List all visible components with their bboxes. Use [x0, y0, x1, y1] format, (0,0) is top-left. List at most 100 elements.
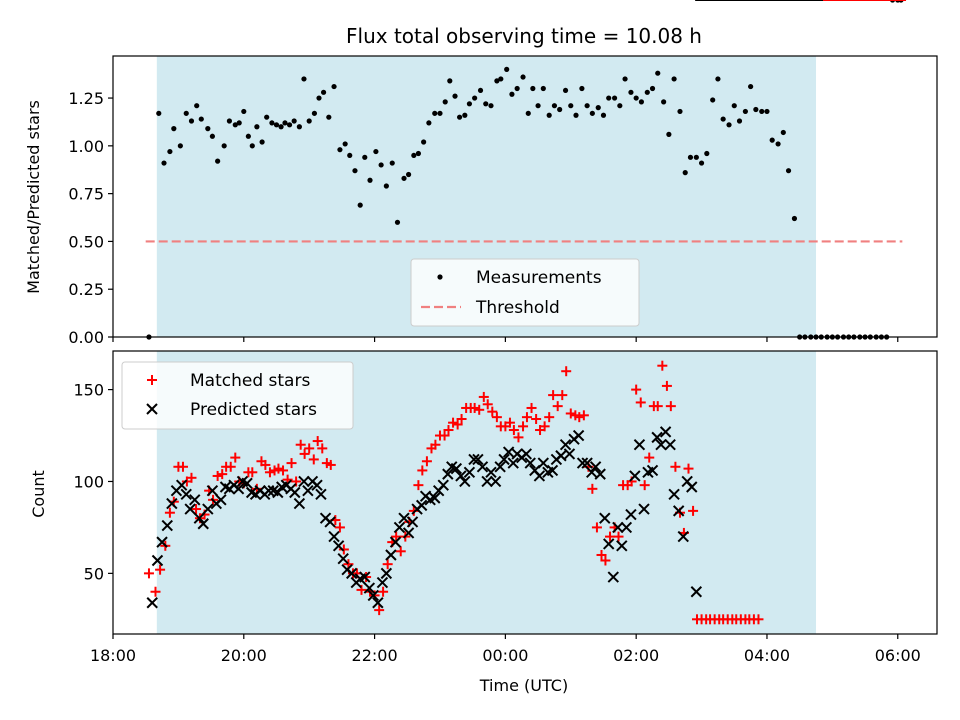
matched-star-point: [448, 417, 459, 428]
measurement-point: [720, 116, 726, 122]
measurement-point: [462, 112, 468, 118]
matched-star-point: [548, 390, 559, 401]
measurement-point: [278, 124, 284, 130]
predicted-star-point: [429, 492, 441, 504]
predicted-star-point: [476, 461, 489, 473]
bottom-legend-box: [121, 361, 354, 430]
measurement-point: [731, 103, 737, 109]
measurement-point: [245, 133, 251, 139]
measurement-point: [509, 91, 515, 97]
measurement-point: [769, 137, 775, 143]
measurement-point: [568, 103, 574, 109]
measurement-point: [264, 114, 270, 120]
matched-star-point: [531, 413, 542, 424]
measurement-point: [259, 139, 265, 145]
predicted-star-point: [463, 466, 476, 478]
measurement-point: [254, 124, 260, 130]
predicted-star-point: [450, 462, 463, 475]
matched-star-point: [456, 413, 467, 424]
predicted-star-point: [651, 431, 663, 444]
measurement-point: [557, 106, 563, 113]
legend-matched-label: Matched stars: [190, 371, 310, 391]
predicted-star-point: [197, 518, 209, 530]
measurement-point: [437, 110, 443, 116]
measurement-point: [188, 118, 195, 124]
matched-star-point: [688, 505, 699, 516]
legend-predicted-cross: [146, 403, 158, 415]
measurement-point: [498, 76, 504, 82]
measurement-point: [421, 139, 427, 145]
predicted-star-point: [146, 597, 158, 609]
predicted-star-point: [389, 536, 402, 548]
predicted-star-point: [489, 475, 502, 488]
measurement-point: [584, 103, 590, 109]
predicted-star-point: [629, 470, 641, 482]
predicted-star-point: [581, 457, 593, 469]
legend-predicted-marker: [146, 403, 158, 415]
predicted-star-point: [385, 549, 397, 561]
matched-star-point: [600, 555, 611, 566]
predicted-star-point: [298, 475, 310, 488]
measurement-point: [215, 158, 221, 164]
matched-star-point: [155, 564, 166, 575]
measurement-point: [389, 160, 395, 166]
measurement-point: [504, 66, 510, 72]
measurement-point: [600, 112, 607, 118]
measurement-point: [682, 170, 688, 176]
predicted-star-point: [625, 508, 637, 521]
measurement-point: [221, 143, 227, 149]
matched-star-point: [225, 461, 236, 472]
predicted-star-point: [311, 479, 323, 491]
matched-star-point: [408, 505, 419, 516]
predicted-star-point: [376, 576, 389, 589]
predicted-star-point: [232, 483, 245, 495]
predicted-star-point: [241, 477, 253, 490]
measurement-point: [226, 118, 233, 124]
matched-star-point: [186, 472, 197, 483]
predicted-star-point: [507, 457, 519, 469]
matched-star-point: [635, 397, 646, 408]
predicted-star-point: [498, 453, 510, 466]
matched-star-point: [295, 439, 306, 450]
predicted-star-point: [589, 461, 602, 473]
measurement-point: [530, 85, 536, 92]
predicted-star-point: [332, 540, 345, 552]
matched-star-point: [591, 522, 602, 533]
x-tick-label: 18:00: [90, 646, 136, 665]
matched-star-point: [557, 390, 568, 401]
measurement-point: [378, 162, 384, 168]
predicted-star-point: [175, 479, 188, 491]
x-tick-label: 20:00: [221, 646, 267, 665]
measurement-point: [611, 95, 618, 101]
measurement-point: [742, 108, 748, 115]
measurement-point: [791, 215, 798, 222]
predicted-star-point: [481, 475, 493, 488]
matched-star-point: [264, 467, 275, 478]
measurement-point: [551, 103, 558, 109]
predicted-star-point: [302, 484, 314, 497]
measurement-point: [726, 122, 732, 128]
predicted-star-point: [638, 503, 650, 515]
matched-star-point: [508, 425, 519, 436]
matched-star-point: [513, 432, 524, 443]
measurement-point: [316, 95, 322, 101]
measurement-point: [447, 78, 453, 84]
legend-measurements-marker: [437, 274, 443, 280]
measurement-point: [715, 76, 721, 82]
measurement-point: [411, 152, 417, 159]
measurement-point: [326, 114, 332, 120]
top-y-tick-label: 0.25: [68, 280, 104, 299]
measurement-point: [426, 120, 432, 126]
matched-star-point: [574, 412, 585, 423]
predicted-star-point: [161, 519, 173, 532]
predicted-star-point: [380, 567, 393, 580]
measurement-point: [347, 152, 353, 159]
predicted-star-point: [215, 494, 227, 506]
measurement-point: [320, 89, 327, 95]
top-y-tick-label: 0.00: [68, 328, 104, 347]
measurement-point: [167, 148, 173, 155]
predicted-star-point: [633, 439, 646, 451]
predicted-star-point: [603, 538, 615, 550]
matched-star-point: [247, 467, 258, 478]
